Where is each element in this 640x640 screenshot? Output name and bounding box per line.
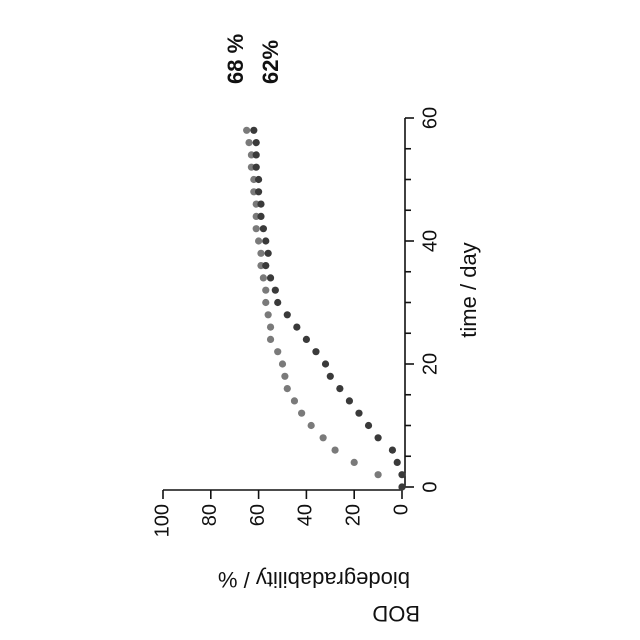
point — [327, 373, 334, 380]
y-axis-label: biodegradability / % — [218, 567, 410, 592]
point — [243, 127, 250, 134]
y-tick-label: 100 — [151, 504, 173, 537]
annotation: 68 % — [223, 34, 248, 84]
point — [267, 324, 274, 331]
point — [267, 336, 274, 343]
point — [291, 397, 298, 404]
x-tick-label: 60 — [419, 107, 441, 129]
point — [331, 447, 338, 454]
point — [284, 385, 291, 392]
point — [260, 274, 267, 281]
point — [308, 422, 315, 429]
point — [346, 397, 353, 404]
point — [253, 164, 260, 171]
point — [312, 348, 319, 355]
point — [250, 127, 257, 134]
point — [265, 250, 272, 257]
point — [281, 373, 288, 380]
point — [298, 410, 305, 417]
y-axis-label: BOD — [372, 601, 420, 626]
point — [375, 434, 382, 441]
point — [322, 360, 329, 367]
point — [398, 483, 405, 490]
rotated-plot: time / day BOD biodegradability / % 0 20 4… — [151, 34, 481, 626]
y-tick-label: 0 — [390, 504, 412, 515]
point — [320, 434, 327, 441]
point — [303, 336, 310, 343]
point — [257, 250, 264, 257]
point — [365, 422, 372, 429]
y-tick-label: 40 — [295, 504, 317, 526]
point — [279, 360, 286, 367]
point — [245, 139, 252, 146]
point — [260, 225, 267, 232]
x-tick-label: 40 — [419, 230, 441, 252]
point — [255, 237, 262, 244]
y-tick-label: 60 — [247, 504, 269, 526]
x-tick-label: 20 — [419, 353, 441, 375]
point — [272, 287, 279, 294]
point — [389, 447, 396, 454]
y-tick-label: 80 — [199, 504, 221, 526]
y-tick-label: 20 — [342, 504, 364, 526]
point — [274, 299, 281, 306]
point — [375, 471, 382, 478]
point — [253, 225, 260, 232]
point — [274, 348, 281, 355]
point — [293, 324, 300, 331]
point — [351, 459, 358, 466]
point — [255, 176, 262, 183]
point — [262, 262, 269, 269]
point — [355, 410, 362, 417]
point — [257, 213, 264, 220]
point — [265, 311, 272, 318]
point — [336, 385, 343, 392]
point — [394, 459, 401, 466]
point — [253, 151, 260, 158]
point — [284, 311, 291, 318]
x-tick-label: 0 — [419, 481, 441, 492]
point — [262, 287, 269, 294]
point — [267, 274, 274, 281]
chart: time / day BOD biodegradability / % 0 20 4… — [0, 0, 640, 640]
point — [262, 299, 269, 306]
point — [253, 139, 260, 146]
point — [398, 471, 405, 478]
point — [255, 188, 262, 195]
x-axis-label: time / day — [456, 242, 481, 337]
point — [257, 201, 264, 208]
point — [262, 237, 269, 244]
annotation: 62% — [258, 40, 283, 84]
